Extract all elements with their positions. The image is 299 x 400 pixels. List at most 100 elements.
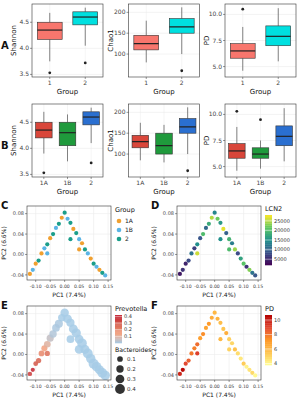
whisker <box>43 138 44 154</box>
grid-line <box>200 206 201 280</box>
colorbar-segment <box>115 336 122 337</box>
colorbar-tick <box>265 334 272 335</box>
point <box>65 217 69 221</box>
whisker <box>91 108 92 112</box>
plot-frame <box>129 104 200 177</box>
tick-mark <box>127 133 129 134</box>
tick-label: 1B <box>257 179 265 186</box>
tick-label: 1A <box>136 179 145 186</box>
point <box>227 237 231 241</box>
colorbar-segment <box>265 240 272 242</box>
box <box>156 133 173 154</box>
x-label: PC1 (7.4%) <box>52 391 85 398</box>
panel-letter: A <box>1 40 9 51</box>
legend-swatch <box>117 237 122 242</box>
grid-line <box>32 74 103 75</box>
grid-line <box>243 306 244 380</box>
point <box>198 336 202 340</box>
median <box>229 150 246 151</box>
point <box>184 362 188 366</box>
tick-label: 0.15 <box>103 384 113 389</box>
whisker <box>242 58 243 71</box>
point <box>247 368 251 372</box>
grid-line <box>225 114 296 115</box>
grid-line <box>243 206 244 280</box>
colorbar-segment <box>265 223 272 225</box>
tick-mark <box>223 114 225 115</box>
colorbar-tick <box>265 259 272 260</box>
tick-label: 100 <box>114 50 126 57</box>
grid-line-x <box>187 104 188 177</box>
points <box>28 211 108 278</box>
x-label: PC1 (7.4%) <box>202 391 235 398</box>
point <box>89 256 93 260</box>
tick-mark <box>175 254 177 255</box>
colorbar-segment <box>265 328 272 330</box>
point <box>186 259 190 263</box>
colorbar-segment <box>265 361 272 363</box>
tick-mark <box>223 66 225 67</box>
tick-label: 0.10 <box>239 284 249 289</box>
point <box>253 373 257 377</box>
point <box>31 268 35 272</box>
tick-label: 0.00 <box>163 251 174 257</box>
point <box>44 341 51 348</box>
colorbar-label: 0.2 <box>124 326 132 332</box>
point <box>239 356 243 360</box>
colorbar-segment <box>265 346 272 348</box>
point <box>86 251 90 255</box>
grid-line <box>177 274 261 275</box>
point <box>210 316 214 320</box>
colorbar-title: LCN2 <box>265 205 282 213</box>
grid-line <box>229 206 230 280</box>
point <box>97 268 101 272</box>
whisker <box>43 112 44 122</box>
y-label: PD <box>203 136 211 146</box>
outlier <box>241 8 244 11</box>
colorbar-segment <box>265 257 272 259</box>
grid-line <box>200 306 201 380</box>
colorbar-segment <box>265 321 272 323</box>
y-label: PC2 (6.6%) <box>0 226 7 259</box>
tick-label: 0.00 <box>163 351 174 357</box>
point <box>230 241 234 245</box>
x-label: Group <box>57 188 79 196</box>
colorbar-label: 0.1 <box>124 333 132 339</box>
whisker <box>146 21 147 36</box>
whisker <box>67 146 68 162</box>
tick-label: -0.10 <box>180 284 192 289</box>
size-legend-label: 0.4 <box>127 386 136 392</box>
y-label: Chao1 <box>107 129 115 151</box>
point <box>201 232 205 236</box>
grid-line <box>177 313 261 314</box>
plot-background <box>225 4 296 77</box>
point <box>227 347 231 351</box>
colorbar-segment <box>265 228 272 230</box>
box <box>230 44 255 59</box>
tick-label: 0.04 <box>163 331 174 337</box>
box <box>83 112 100 125</box>
whisker <box>260 141 261 148</box>
colorbar-title: PD <box>265 305 274 313</box>
median <box>36 129 53 130</box>
whisker <box>140 123 141 136</box>
tick-label: 200 <box>114 108 126 115</box>
point <box>181 368 185 372</box>
point <box>178 272 182 276</box>
outlier <box>186 169 189 172</box>
box <box>37 22 62 39</box>
point <box>236 351 240 355</box>
tick-mark <box>175 374 177 375</box>
colorbar-segment <box>265 357 272 359</box>
point <box>77 237 81 241</box>
point <box>221 327 225 331</box>
tick-mark <box>127 33 129 34</box>
point <box>186 359 190 363</box>
point <box>39 351 45 357</box>
tick-label: -0.05 <box>44 284 56 289</box>
point <box>71 227 75 231</box>
point <box>100 371 109 380</box>
point <box>221 227 225 231</box>
tick-mark <box>175 334 177 335</box>
whisker <box>85 25 86 46</box>
